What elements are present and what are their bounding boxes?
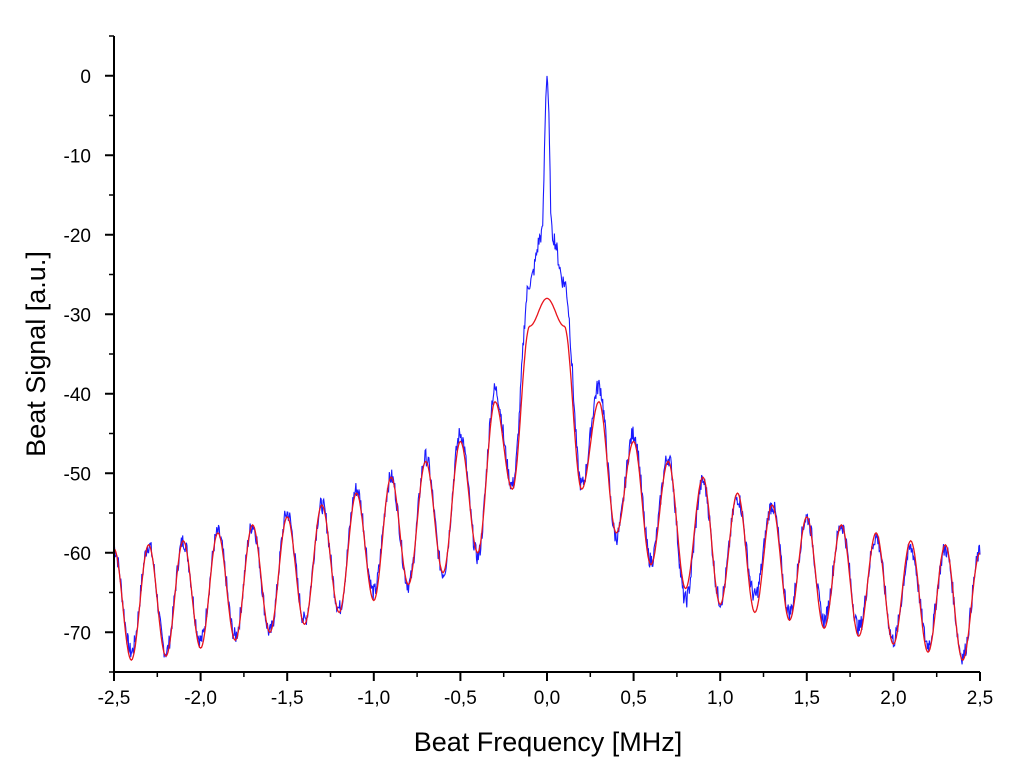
y-tick-label: -60 [64, 544, 91, 565]
x-tick-label: 0,0 [534, 688, 560, 709]
y-tick-label: -30 [64, 305, 91, 326]
x-tick-label: -2,0 [184, 688, 217, 709]
x-tick-label: -1,0 [357, 688, 390, 709]
y-tick-label: 0 [80, 67, 91, 88]
x-tick-label: -2,5 [98, 688, 131, 709]
y-tick-label: -40 [64, 385, 91, 406]
y-tick-label: -20 [64, 226, 91, 247]
x-axis-title: Beat Frequency [MHz] [414, 727, 683, 757]
x-axis-ticks: -2,5 -2,0 -1,5 -1,0 -0,5 0,0 0,5 1,0 1,5 2,0 2,5 [98, 672, 993, 709]
y-tick-label: -10 [64, 146, 91, 167]
x-tick-label: 0,5 [620, 688, 646, 709]
y-tick-label: -50 [64, 464, 91, 485]
fit-curve-line [113, 297, 981, 661]
curve-layer [113, 75, 981, 665]
y-axis-ticks: 0 -10 -20 -30 -40 -50 -60 -70 [64, 35, 114, 673]
x-tick-label: 1,0 [707, 688, 733, 709]
x-tick-label: -0,5 [444, 688, 477, 709]
x-tick-label: 2,5 [967, 688, 993, 709]
plot-area: -2,5 -2,0 -1,5 -1,0 -0,5 0,0 0,5 1,0 1,5 2,0 2,5 0… [64, 35, 993, 709]
x-tick-label: 1,5 [794, 688, 820, 709]
y-tick-label: -70 [64, 623, 91, 644]
x-tick-label: -1,5 [271, 688, 304, 709]
y-axis-title: Beat Signal [a.u.] [21, 251, 51, 457]
x-tick-label: 2,0 [880, 688, 906, 709]
